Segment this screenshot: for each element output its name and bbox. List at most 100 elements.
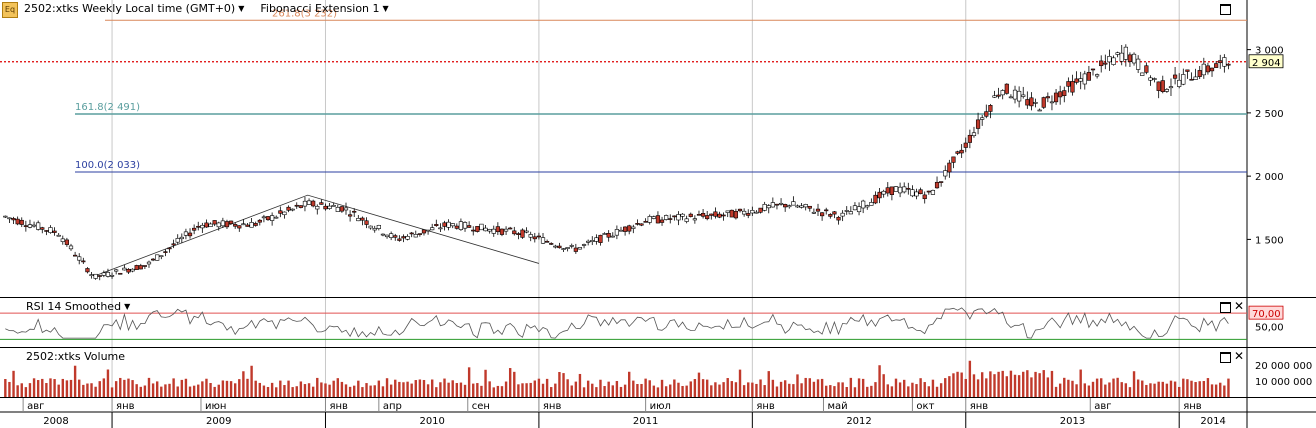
candle-body [97,275,102,277]
candle-body [1156,81,1161,91]
volume-bar [562,373,565,397]
candle-body [692,218,697,221]
candle-body [655,215,661,224]
candle-body [442,222,447,227]
candle-body [109,274,115,277]
rsi-maximize-icon[interactable] [1220,302,1231,313]
candle-body [290,208,295,211]
candle-body [926,190,931,193]
volume-bar [1013,374,1017,397]
candle-body [446,221,451,228]
year-label: 2014 [1200,416,1225,427]
volume-bar [779,381,783,397]
volume-panel[interactable]: 20 000 000 10 000 000 2502:xtks Volume ✕ [0,347,1316,398]
volume-close-icon[interactable]: ✕ [1234,349,1245,363]
price-chart[interactable]: 3 000 2 500 2 000 1 500 261.8(3 232) 161.8(2 … [0,0,1316,297]
volume-bar [1050,370,1054,397]
candle-body [676,214,681,221]
candle-body [270,215,275,221]
candle-body [914,191,919,197]
volume-bar [993,374,996,397]
candle-body [754,211,759,214]
candle-body [1205,65,1211,73]
rsi-label[interactable]: RSI 14 Smoothed [26,300,122,313]
volume-chart[interactable]: 20 000 000 10 000 000 [0,348,1316,398]
candle-body [635,223,640,225]
candle-body [967,134,972,143]
study-dropdown-icon[interactable]: ▼ [382,4,389,13]
volume-bar [566,379,569,397]
candle-body [651,216,656,219]
candle-body [614,229,619,236]
volume-bar [69,379,73,397]
candle-body [19,219,24,225]
candle-body [852,205,858,211]
candle-body [118,272,123,275]
volume-bar [160,386,163,397]
candle-body [807,205,812,209]
volume-bar [254,380,257,397]
rsi-dropdown-icon[interactable]: ▼ [124,302,131,311]
volume-bar [792,384,795,397]
candle-body [766,205,771,209]
candle-body [795,205,800,208]
volume-bar [1100,378,1103,397]
volume-bar [1124,383,1128,397]
volume-bar [1034,371,1037,397]
volume-bar [894,378,898,397]
eq-icon[interactable]: Eq [2,2,18,18]
volume-bar [681,385,684,397]
candle-body [105,271,111,277]
candle-body [389,233,394,238]
rsi-panel[interactable]: 70,00 50,00 RSI 14 Smoothed ▼ ✕ [0,297,1316,348]
volume-bar [664,386,668,397]
volume-bar [710,385,713,397]
candle-body [93,273,98,279]
candle-body [1193,76,1198,80]
volume-bar [595,387,598,397]
candle-body [758,207,763,213]
month-label: июн [205,401,226,412]
volume-bar [693,379,697,397]
price-panel[interactable]: 3 000 2 500 2 000 1 500 261.8(3 232) 161.8(2 … [0,0,1316,297]
symbol-dropdown-icon[interactable]: ▼ [238,4,245,13]
volume-label[interactable]: 2502:xtks Volume [26,350,126,363]
volume-maximize-icon[interactable] [1220,352,1231,363]
volume-bar [439,382,442,397]
candle-body [520,229,525,238]
candle-body [421,229,427,234]
volume-bar [738,369,742,397]
volume-bar [1095,378,1099,397]
candle-body [902,186,907,193]
rsi-close-icon[interactable]: ✕ [1234,299,1245,313]
volume-bar [258,382,262,397]
volume-bar [615,380,619,397]
candle-body [212,220,217,225]
volume-bar [718,384,721,397]
year-label: 2008 [43,416,68,427]
candle-body [1144,65,1149,73]
candle-body [602,233,607,235]
symbol-label[interactable]: 2502:xtks Weekly Local time (GMT+0) [24,2,236,15]
rsi-chart[interactable]: 70,00 50,00 [0,298,1316,348]
maximize-icon[interactable] [1220,4,1231,15]
volume-bar [837,382,840,397]
time-axis[interactable]: авг янв июн янв апр сен янв июл янв май окт янв авг я… [0,397,1316,428]
candle-body [1086,71,1091,81]
volume-bar [410,383,413,397]
volume-bar [1067,379,1070,397]
candle-body [475,226,480,232]
candle-body [684,218,689,222]
volume-bar [373,385,376,397]
candle-body [60,238,65,242]
candle-body [360,217,365,221]
candle-body [762,204,767,211]
volume-bar [430,379,434,397]
volume-bar [1223,385,1226,397]
volume-bar [677,382,680,397]
study-label[interactable]: Fibonacci Extension 1 [260,2,380,15]
candle-body [81,260,86,263]
volume-bar [283,385,286,397]
volume-bar [106,369,110,397]
volume-bar [1087,385,1091,397]
